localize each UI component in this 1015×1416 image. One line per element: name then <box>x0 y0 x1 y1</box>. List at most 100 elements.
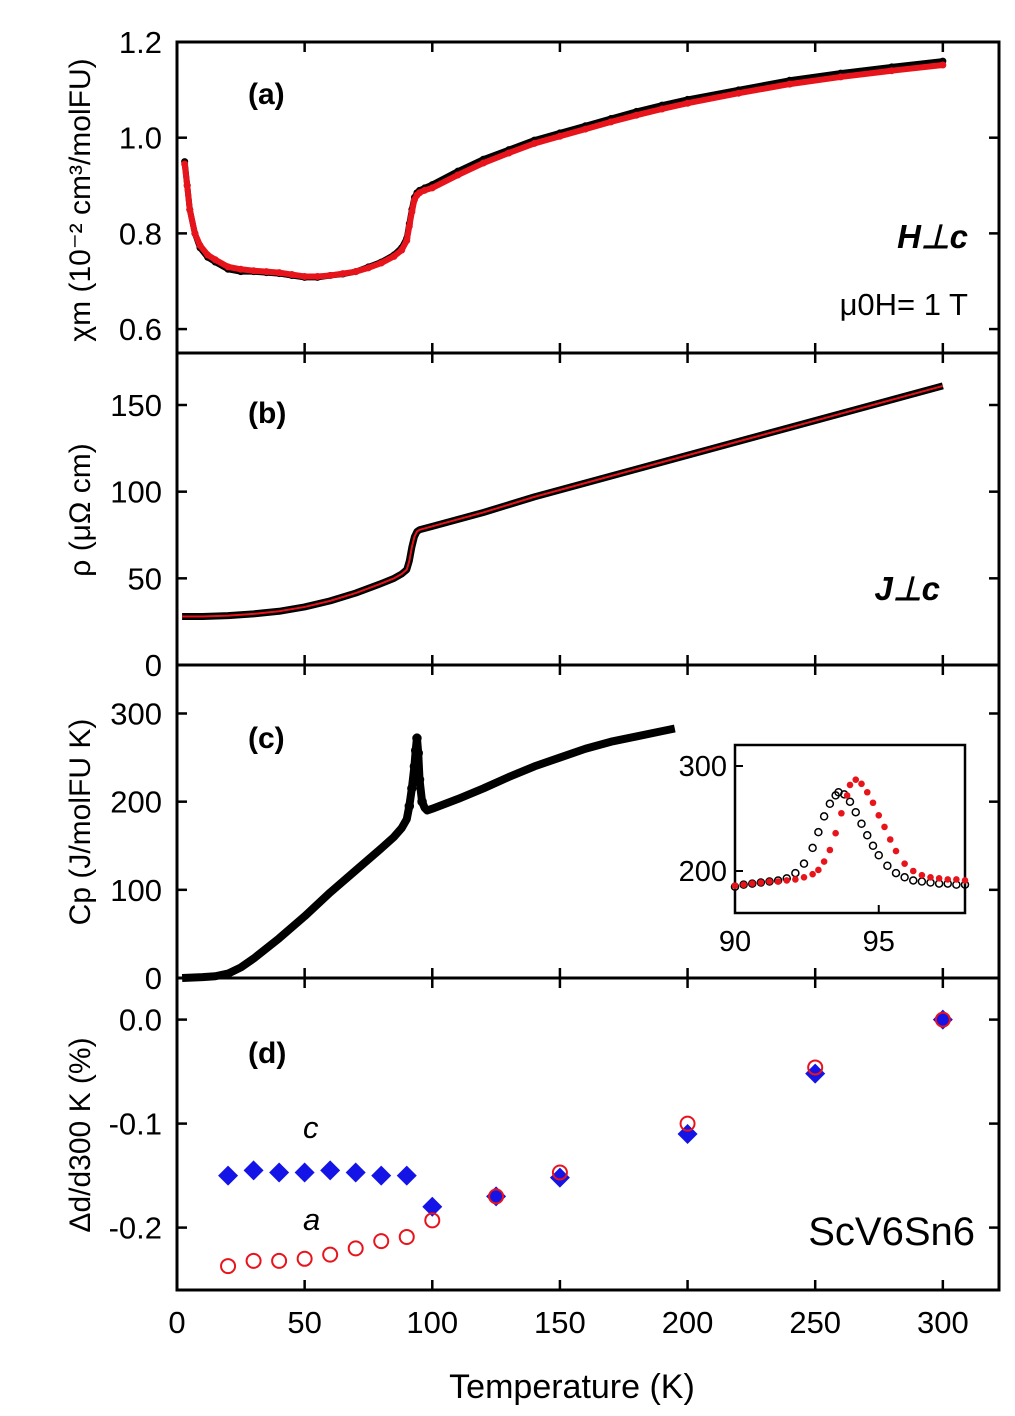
inset-point-red-filled <box>748 880 756 887</box>
lattice-c-point <box>371 1165 392 1186</box>
y-tick-label: 0.8 <box>119 216 162 251</box>
y-tick-label: -0.1 <box>109 1107 162 1142</box>
inset-point-red-filled <box>843 792 851 799</box>
inset-frame <box>733 743 967 915</box>
inset-point-black-open <box>808 843 817 853</box>
cp-point <box>407 783 417 794</box>
inset-point-red-filled <box>792 876 799 883</box>
lattice-a-point <box>322 1246 339 1263</box>
panel-d-frame <box>175 976 1001 1292</box>
inset-point-red-filled <box>918 871 926 879</box>
panel-c-data <box>181 724 676 982</box>
panel-a-y-ticks: 0.6 0.8 1.0 1.2 <box>119 25 999 347</box>
x-axis-label: Temperature (K) <box>449 1368 695 1406</box>
panel-a: 0.6 0.8 1.0 1.2 (a) H⊥c μ0H= 1 T χm (10⁻² c… <box>64 25 1001 355</box>
lattice-a-point <box>245 1252 262 1269</box>
inset-point-red-filled <box>852 776 860 783</box>
panel-a-data <box>181 57 947 281</box>
lattice-c-point <box>294 1162 315 1183</box>
panel-d: 0.0 -0.1 -0.2 (d) c a ScV6Sn6 Δd/d300 K (%… <box>64 976 1001 1292</box>
panel-b-current-direction: J⊥c <box>875 570 940 607</box>
lattice-a-point <box>679 1115 696 1132</box>
panel-b-data <box>182 382 944 620</box>
panel-d-label: (d) <box>248 1037 286 1070</box>
lattice-c-point <box>218 1165 239 1186</box>
inset-x-tick-label: 95 <box>863 926 895 958</box>
chi-line-black <box>181 58 944 281</box>
y-tick-label: 0.0 <box>119 1003 162 1038</box>
inset-y-tick-label: 300 <box>679 751 727 783</box>
lattice-a-point <box>373 1233 390 1250</box>
lattice-c-point <box>422 1196 443 1217</box>
inset-point-red-filled <box>820 858 828 865</box>
lattice-c-point <box>320 1160 341 1181</box>
y-tick-label: 50 <box>128 561 162 596</box>
rho-line-red <box>182 384 944 618</box>
y-tick-label: 0 <box>145 961 162 996</box>
panel-a-field-direction: H⊥c <box>897 218 968 255</box>
x-tick-label: 300 <box>917 1305 969 1340</box>
panel-d-c-label: c <box>303 1110 319 1145</box>
x-tick-label: 250 <box>789 1305 841 1340</box>
inset-point-red-filled <box>944 876 952 883</box>
inset-point-red-filled <box>953 876 960 883</box>
y-tick-label: 300 <box>110 696 162 731</box>
x-axis-ticks: 0 50 100 150 200 250 300 <box>168 42 969 1340</box>
y-tick-label: 1.0 <box>119 121 162 156</box>
panel-c: 0 100 200 300 (c) Cp (J/molFU K) 90 95 200 300 <box>64 663 1001 996</box>
inset-point-black-open <box>874 851 883 860</box>
lattice-a-point <box>220 1258 237 1275</box>
inset-point-red-filled <box>757 879 765 886</box>
compound-label: ScV6Sn6 <box>808 1210 975 1254</box>
panel-a-y-label: χm (10⁻² cm³/molFU) <box>64 58 97 341</box>
panel-c-y-ticks: 0 100 200 300 <box>110 696 999 996</box>
inset-point-red-filled <box>809 870 816 878</box>
inset-point-red-filled <box>766 878 773 885</box>
inset-point-red-filled <box>886 836 894 843</box>
inset-point-black-open <box>851 807 860 817</box>
inset-point-red-filled <box>832 829 839 837</box>
cp-point <box>414 774 425 785</box>
inset-point-red-filled <box>909 867 917 875</box>
lattice-a-point <box>807 1059 824 1076</box>
lattice-a-point <box>347 1240 364 1257</box>
panel-d-y-ticks: 0.0 -0.1 -0.2 <box>109 1003 999 1246</box>
y-tick-label: -0.2 <box>109 1211 162 1246</box>
lattice-c-point <box>243 1160 264 1181</box>
panel-d-y-label: Δd/d300 K (%) <box>64 1037 97 1232</box>
y-tick-label: 100 <box>110 475 162 510</box>
panel-d-data <box>218 1009 953 1275</box>
y-tick-label: 100 <box>110 873 162 908</box>
inset-point-red-filled <box>740 881 747 888</box>
inset-point-red-filled <box>826 846 834 854</box>
lattice-c-point <box>549 1167 570 1188</box>
lattice-a-point <box>398 1228 415 1245</box>
inset-ticks: 90 95 200 300 <box>679 751 895 958</box>
inset-point-black-open <box>739 880 748 889</box>
inset-point-red-filled <box>961 877 969 884</box>
inset-point-red-filled <box>846 781 854 789</box>
cp-point <box>404 801 415 811</box>
rho-line-black <box>182 382 944 620</box>
inset-point-red-filled <box>783 877 791 884</box>
inset-point-red-filled <box>774 878 782 885</box>
inset-point-red-filled <box>838 809 845 817</box>
inset-point-red-filled <box>869 799 877 807</box>
inset-point-black-open <box>891 868 901 878</box>
y-tick-label: 1.2 <box>119 25 162 60</box>
panel-b-frame <box>175 351 1001 667</box>
cp-line <box>181 724 676 982</box>
lattice-a-point <box>424 1212 441 1229</box>
y-tick-label: 150 <box>110 388 162 423</box>
panel-b-y-ticks: 0 50 100 150 <box>110 388 999 683</box>
inset-point-black-open <box>868 841 878 851</box>
y-tick-label: 200 <box>110 785 162 820</box>
lattice-a-point <box>296 1250 313 1267</box>
inset-point-black-open <box>825 799 835 809</box>
lattice-c-point <box>269 1162 290 1183</box>
inset-data <box>730 776 970 891</box>
inset-point-black-open <box>819 812 829 821</box>
lattice-a-point <box>551 1164 568 1181</box>
lattice-a-point <box>934 1011 951 1028</box>
inset-point-black-open <box>814 827 823 837</box>
